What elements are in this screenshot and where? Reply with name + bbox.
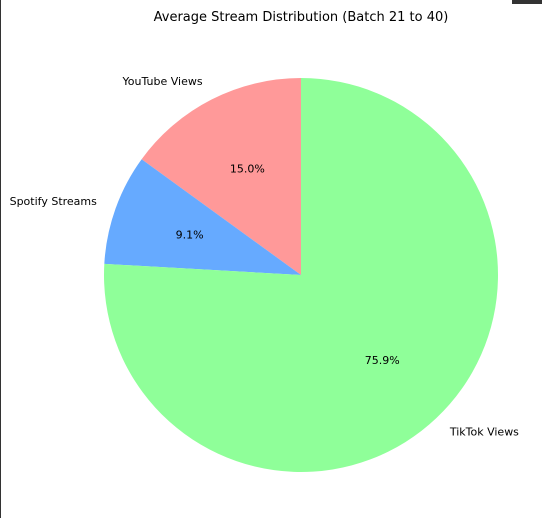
slice-percent-youtube-views: 15.0%: [230, 163, 265, 176]
pie-slice-youtube-views: [141, 78, 301, 275]
pie-labels: YouTube Views 15.0% Spotify Streams 9.1% Tik…: [10, 75, 520, 439]
chart-title: Average Stream Distribution (Batch 21 to…: [153, 10, 449, 25]
pie-slices: [103, 78, 498, 473]
pie-slice-tiktok-views: [103, 78, 498, 473]
slice-label-spotify-streams: Spotify Streams: [10, 195, 98, 208]
slice-percent-tiktok-views: 75.9%: [365, 354, 400, 367]
pie-slice-spotify-streams: [104, 159, 301, 275]
slice-label-youtube-views: YouTube Views: [122, 75, 203, 88]
slice-percent-spotify-streams: 9.1%: [176, 228, 204, 241]
slice-label-tiktok-views: TikTok Views: [449, 426, 519, 439]
window-corner-mark: [512, 0, 542, 4]
